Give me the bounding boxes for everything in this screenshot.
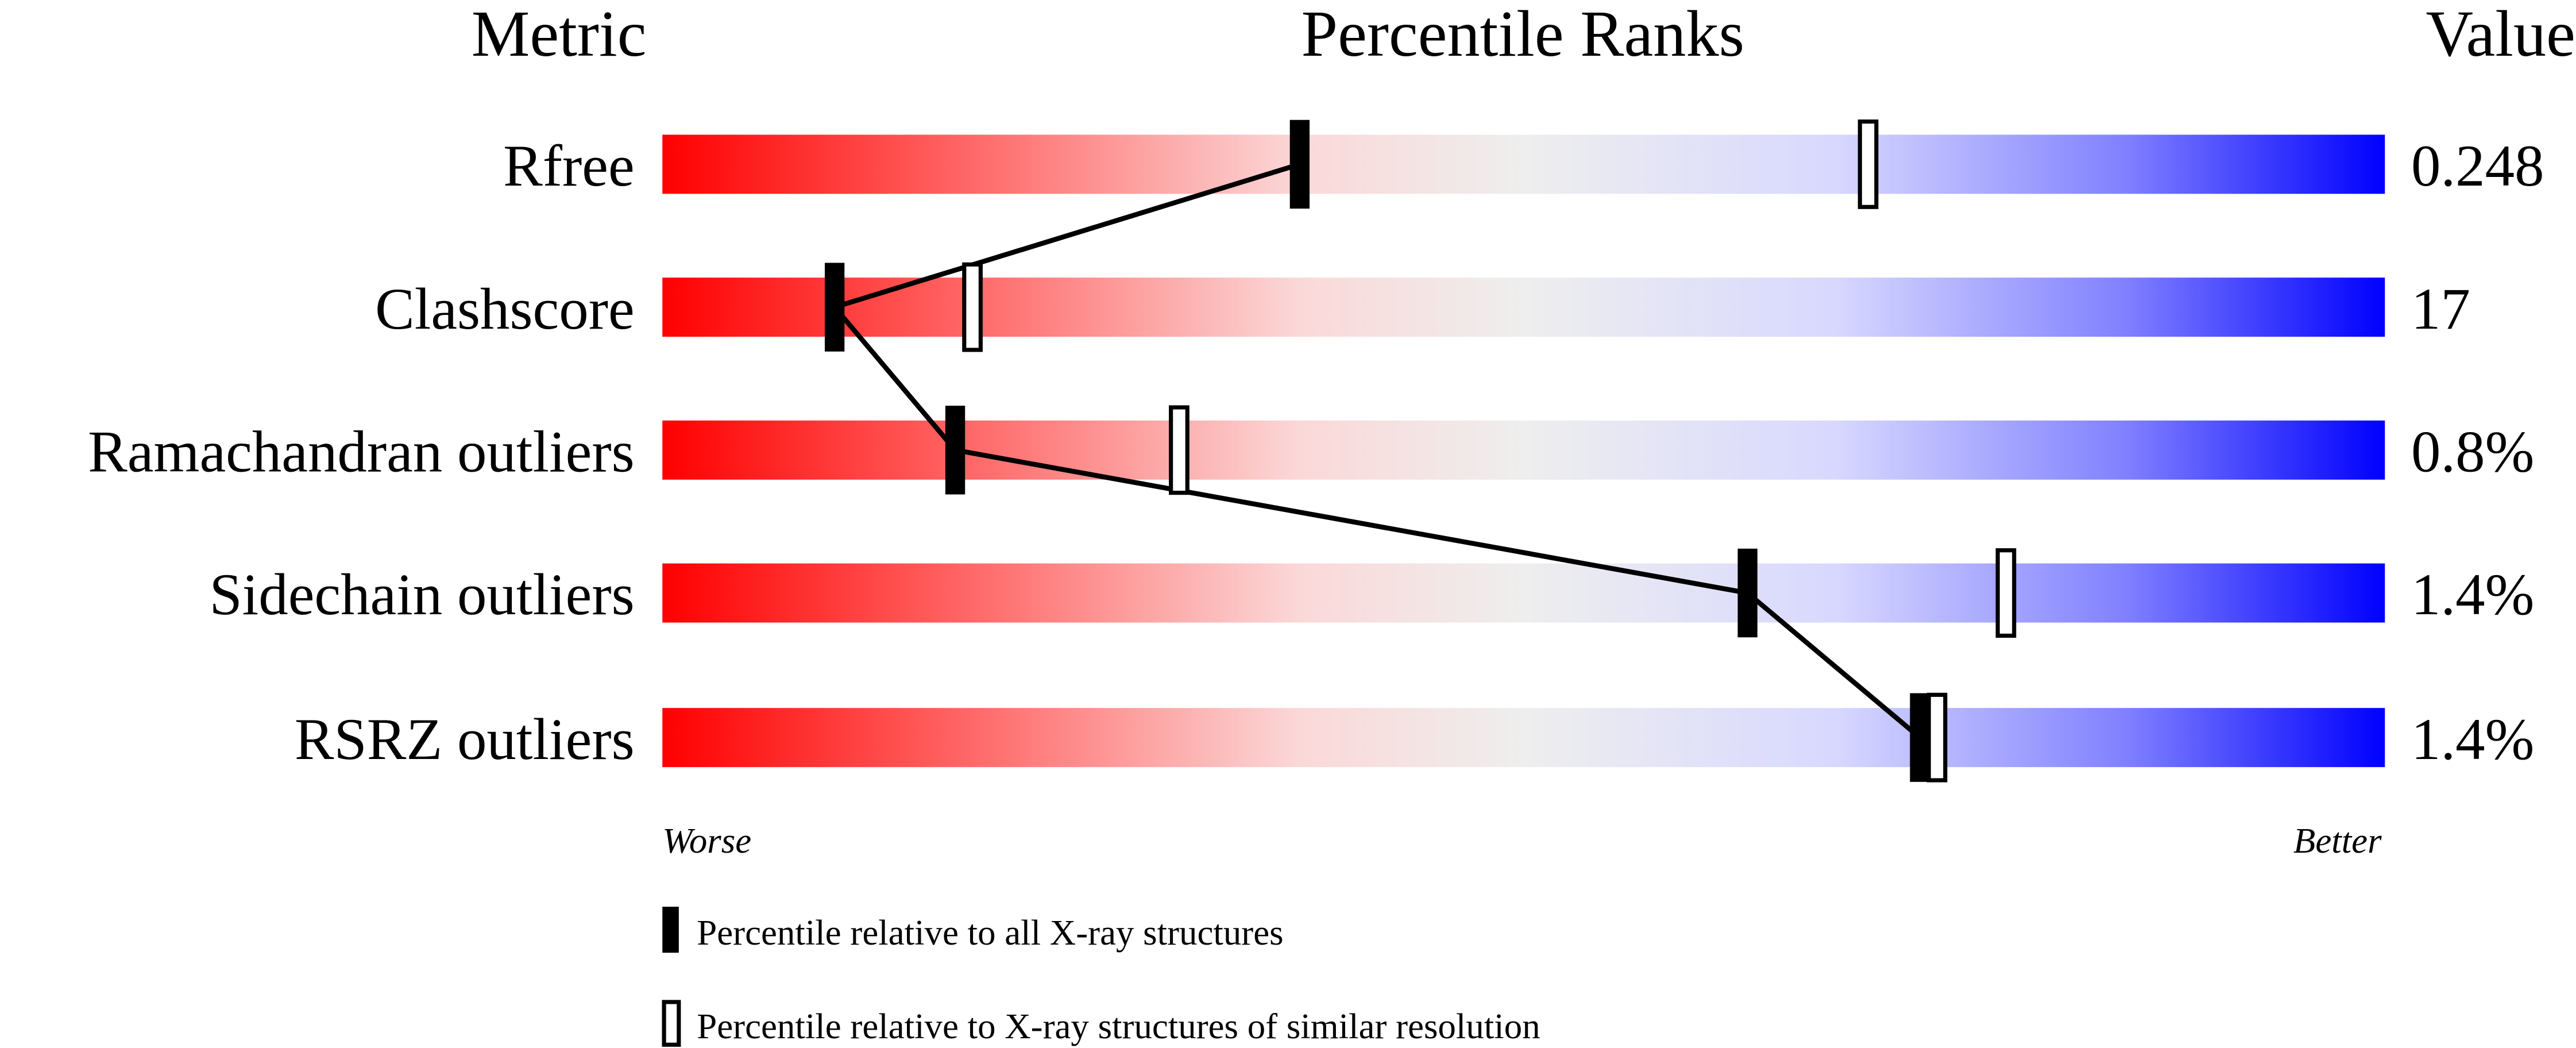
- percentile-bar: [662, 708, 2385, 768]
- legend-open-marker: [662, 1000, 681, 1047]
- worse-label: Worse: [662, 820, 751, 861]
- better-label: Better: [2293, 820, 2382, 861]
- metric-label: Clashscore: [375, 276, 635, 342]
- metric-label: Sidechain outliers: [209, 562, 634, 627]
- metric-label: RSRZ outliers: [295, 707, 635, 772]
- percentile-bar: [662, 134, 2385, 194]
- header-value: Value: [2426, 0, 2575, 70]
- marker-all-structures: [945, 406, 965, 495]
- marker-all-structures: [1910, 693, 1930, 782]
- legend-label-all: Percentile relative to all X-ray structu…: [697, 912, 1283, 953]
- metric-value: 0.8%: [2411, 419, 2534, 485]
- percentile-bar: [662, 278, 2385, 337]
- metric-value: 1.4%: [2411, 707, 2534, 772]
- metric-label: Ramachandran outliers: [88, 419, 635, 485]
- metric-value: 1.4%: [2411, 562, 2534, 627]
- metric-value: 0.248: [2411, 133, 2544, 199]
- marker-all-structures: [824, 263, 845, 352]
- metric-label: Rfree: [503, 133, 635, 199]
- percentile-bar: [662, 420, 2385, 480]
- percentile-bar: [662, 563, 2385, 623]
- metric-value: 17: [2411, 276, 2470, 342]
- marker-all-structures: [1289, 120, 1310, 209]
- legend-filled-marker: [662, 907, 679, 953]
- marker-similar-resolution: [1169, 405, 1189, 495]
- legend-label-similar: Percentile relative to X-ray structures …: [697, 1006, 1540, 1046]
- header-metric: Metric: [472, 0, 647, 70]
- marker-similar-resolution: [1926, 692, 1948, 783]
- marker-similar-resolution: [1857, 119, 1879, 209]
- marker-similar-resolution: [1995, 548, 2017, 638]
- header-percentile-ranks: Percentile Ranks: [1301, 0, 1745, 70]
- marker-all-structures: [1737, 548, 1758, 638]
- marker-similar-resolution: [962, 262, 983, 352]
